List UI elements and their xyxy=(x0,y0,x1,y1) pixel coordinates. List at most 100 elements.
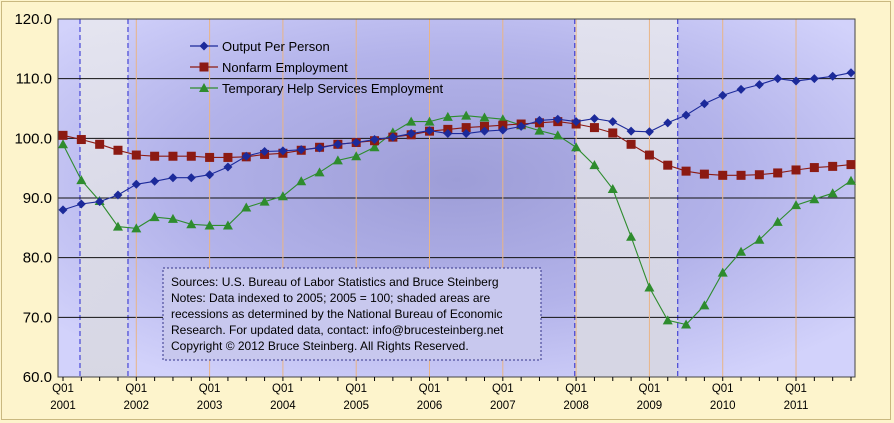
data-point xyxy=(589,114,599,124)
data-point xyxy=(534,115,544,125)
data-point xyxy=(736,246,747,256)
data-point xyxy=(681,166,691,176)
data-point xyxy=(846,160,856,170)
x-tick-label: Q01 xyxy=(272,383,294,395)
y-tick-label: 100.0 xyxy=(14,130,52,147)
data-point xyxy=(112,221,123,231)
triangle-marker-icon xyxy=(199,83,209,92)
data-point xyxy=(552,130,563,140)
data-point xyxy=(827,188,838,198)
x-tick-label: Q01 xyxy=(492,383,514,395)
x-axis: Q01 2001 Q01 2002 Q01 2003 Q01 2004 Q01 2005 Q01 20… xyxy=(50,377,852,412)
x-tick-label: Q01 xyxy=(712,383,734,395)
diamond-marker-icon xyxy=(199,41,209,51)
data-point xyxy=(534,125,545,135)
legend-label: Nonfarm Employment xyxy=(222,60,348,75)
data-point xyxy=(644,150,654,160)
y-tick-label: 120.0 xyxy=(14,11,52,28)
data-point xyxy=(167,213,178,223)
data-point xyxy=(846,68,856,78)
data-point xyxy=(131,223,142,233)
data-point xyxy=(754,234,765,244)
data-point xyxy=(461,129,471,139)
data-point xyxy=(663,118,673,128)
data-point xyxy=(846,175,856,185)
data-point xyxy=(113,145,123,155)
data-point xyxy=(259,196,270,206)
data-point xyxy=(773,74,783,84)
note-line: recessions as determined by the National… xyxy=(171,307,503,321)
data-point xyxy=(607,184,618,194)
data-point xyxy=(186,219,197,229)
data-point xyxy=(479,121,489,131)
data-point xyxy=(571,142,582,152)
data-point xyxy=(717,267,728,277)
y-tick-label: 90.0 xyxy=(23,190,52,207)
legend-item-temp-help: Temporary Help Services Employment xyxy=(190,81,443,96)
data-point xyxy=(351,138,361,148)
data-point xyxy=(773,168,783,178)
x-tick-year-label: 2007 xyxy=(490,400,516,412)
y-tick-label: 80.0 xyxy=(23,250,52,267)
data-point xyxy=(296,145,306,155)
data-point xyxy=(479,112,490,122)
data-point xyxy=(406,129,416,139)
data-point xyxy=(223,162,233,172)
legend-label: Output Per Person xyxy=(222,39,330,54)
x-tick-year-label: 2006 xyxy=(417,400,443,412)
data-point xyxy=(754,80,764,90)
data-point xyxy=(113,190,123,200)
data-point xyxy=(516,121,526,131)
plot-border xyxy=(57,18,856,378)
data-point xyxy=(699,169,709,179)
data-point xyxy=(828,71,838,81)
data-point xyxy=(772,216,783,226)
data-point xyxy=(76,135,86,145)
data-point xyxy=(278,146,288,156)
data-point xyxy=(260,146,270,156)
y-tick-label: 60.0 xyxy=(23,369,52,386)
y-tick-label: 110.0 xyxy=(16,71,52,88)
data-point xyxy=(553,114,563,124)
data-point xyxy=(663,160,673,170)
data-point xyxy=(186,173,196,183)
data-point xyxy=(388,132,398,142)
x-tick-year-label: 2010 xyxy=(710,400,736,412)
data-point xyxy=(736,170,746,180)
data-point xyxy=(76,199,86,209)
data-point xyxy=(791,76,801,86)
note-line: Sources: U.S. Bureau of Labor Statistics… xyxy=(171,275,499,289)
data-point xyxy=(608,117,618,127)
series-line xyxy=(62,115,852,326)
x-tick-label: Q01 xyxy=(565,383,587,395)
data-point xyxy=(58,139,68,149)
data-point xyxy=(186,151,196,161)
x-tick-label: Q01 xyxy=(639,383,661,395)
x-tick-label: Q01 xyxy=(785,383,807,395)
data-point xyxy=(370,135,380,145)
data-point xyxy=(791,165,801,175)
data-point xyxy=(95,139,105,149)
data-point xyxy=(131,150,141,160)
data-point xyxy=(424,116,435,126)
data-point xyxy=(296,176,307,186)
data-point xyxy=(754,170,764,180)
x-tick-year-label: 2004 xyxy=(270,400,296,412)
legend-label: Temporary Help Services Employment xyxy=(222,81,443,96)
data-point xyxy=(608,128,618,138)
square-marker-icon xyxy=(199,62,209,72)
data-point xyxy=(718,170,728,180)
data-point xyxy=(95,197,105,207)
legend-item-output-per-person: Output Per Person xyxy=(190,39,330,54)
legend: Output Per Person Nonfarm Employment Tem… xyxy=(190,39,443,96)
x-tick-year-label: 2001 xyxy=(50,400,76,412)
data-point xyxy=(222,220,233,230)
data-point xyxy=(644,127,654,137)
y-tick-label: 70.0 xyxy=(23,309,52,326)
data-point xyxy=(168,173,178,183)
data-point xyxy=(314,167,325,177)
data-point xyxy=(150,176,160,186)
data-point xyxy=(223,152,233,162)
data-point xyxy=(58,205,68,215)
legend-item-nonfarm-employment: Nonfarm Employment xyxy=(190,60,348,75)
